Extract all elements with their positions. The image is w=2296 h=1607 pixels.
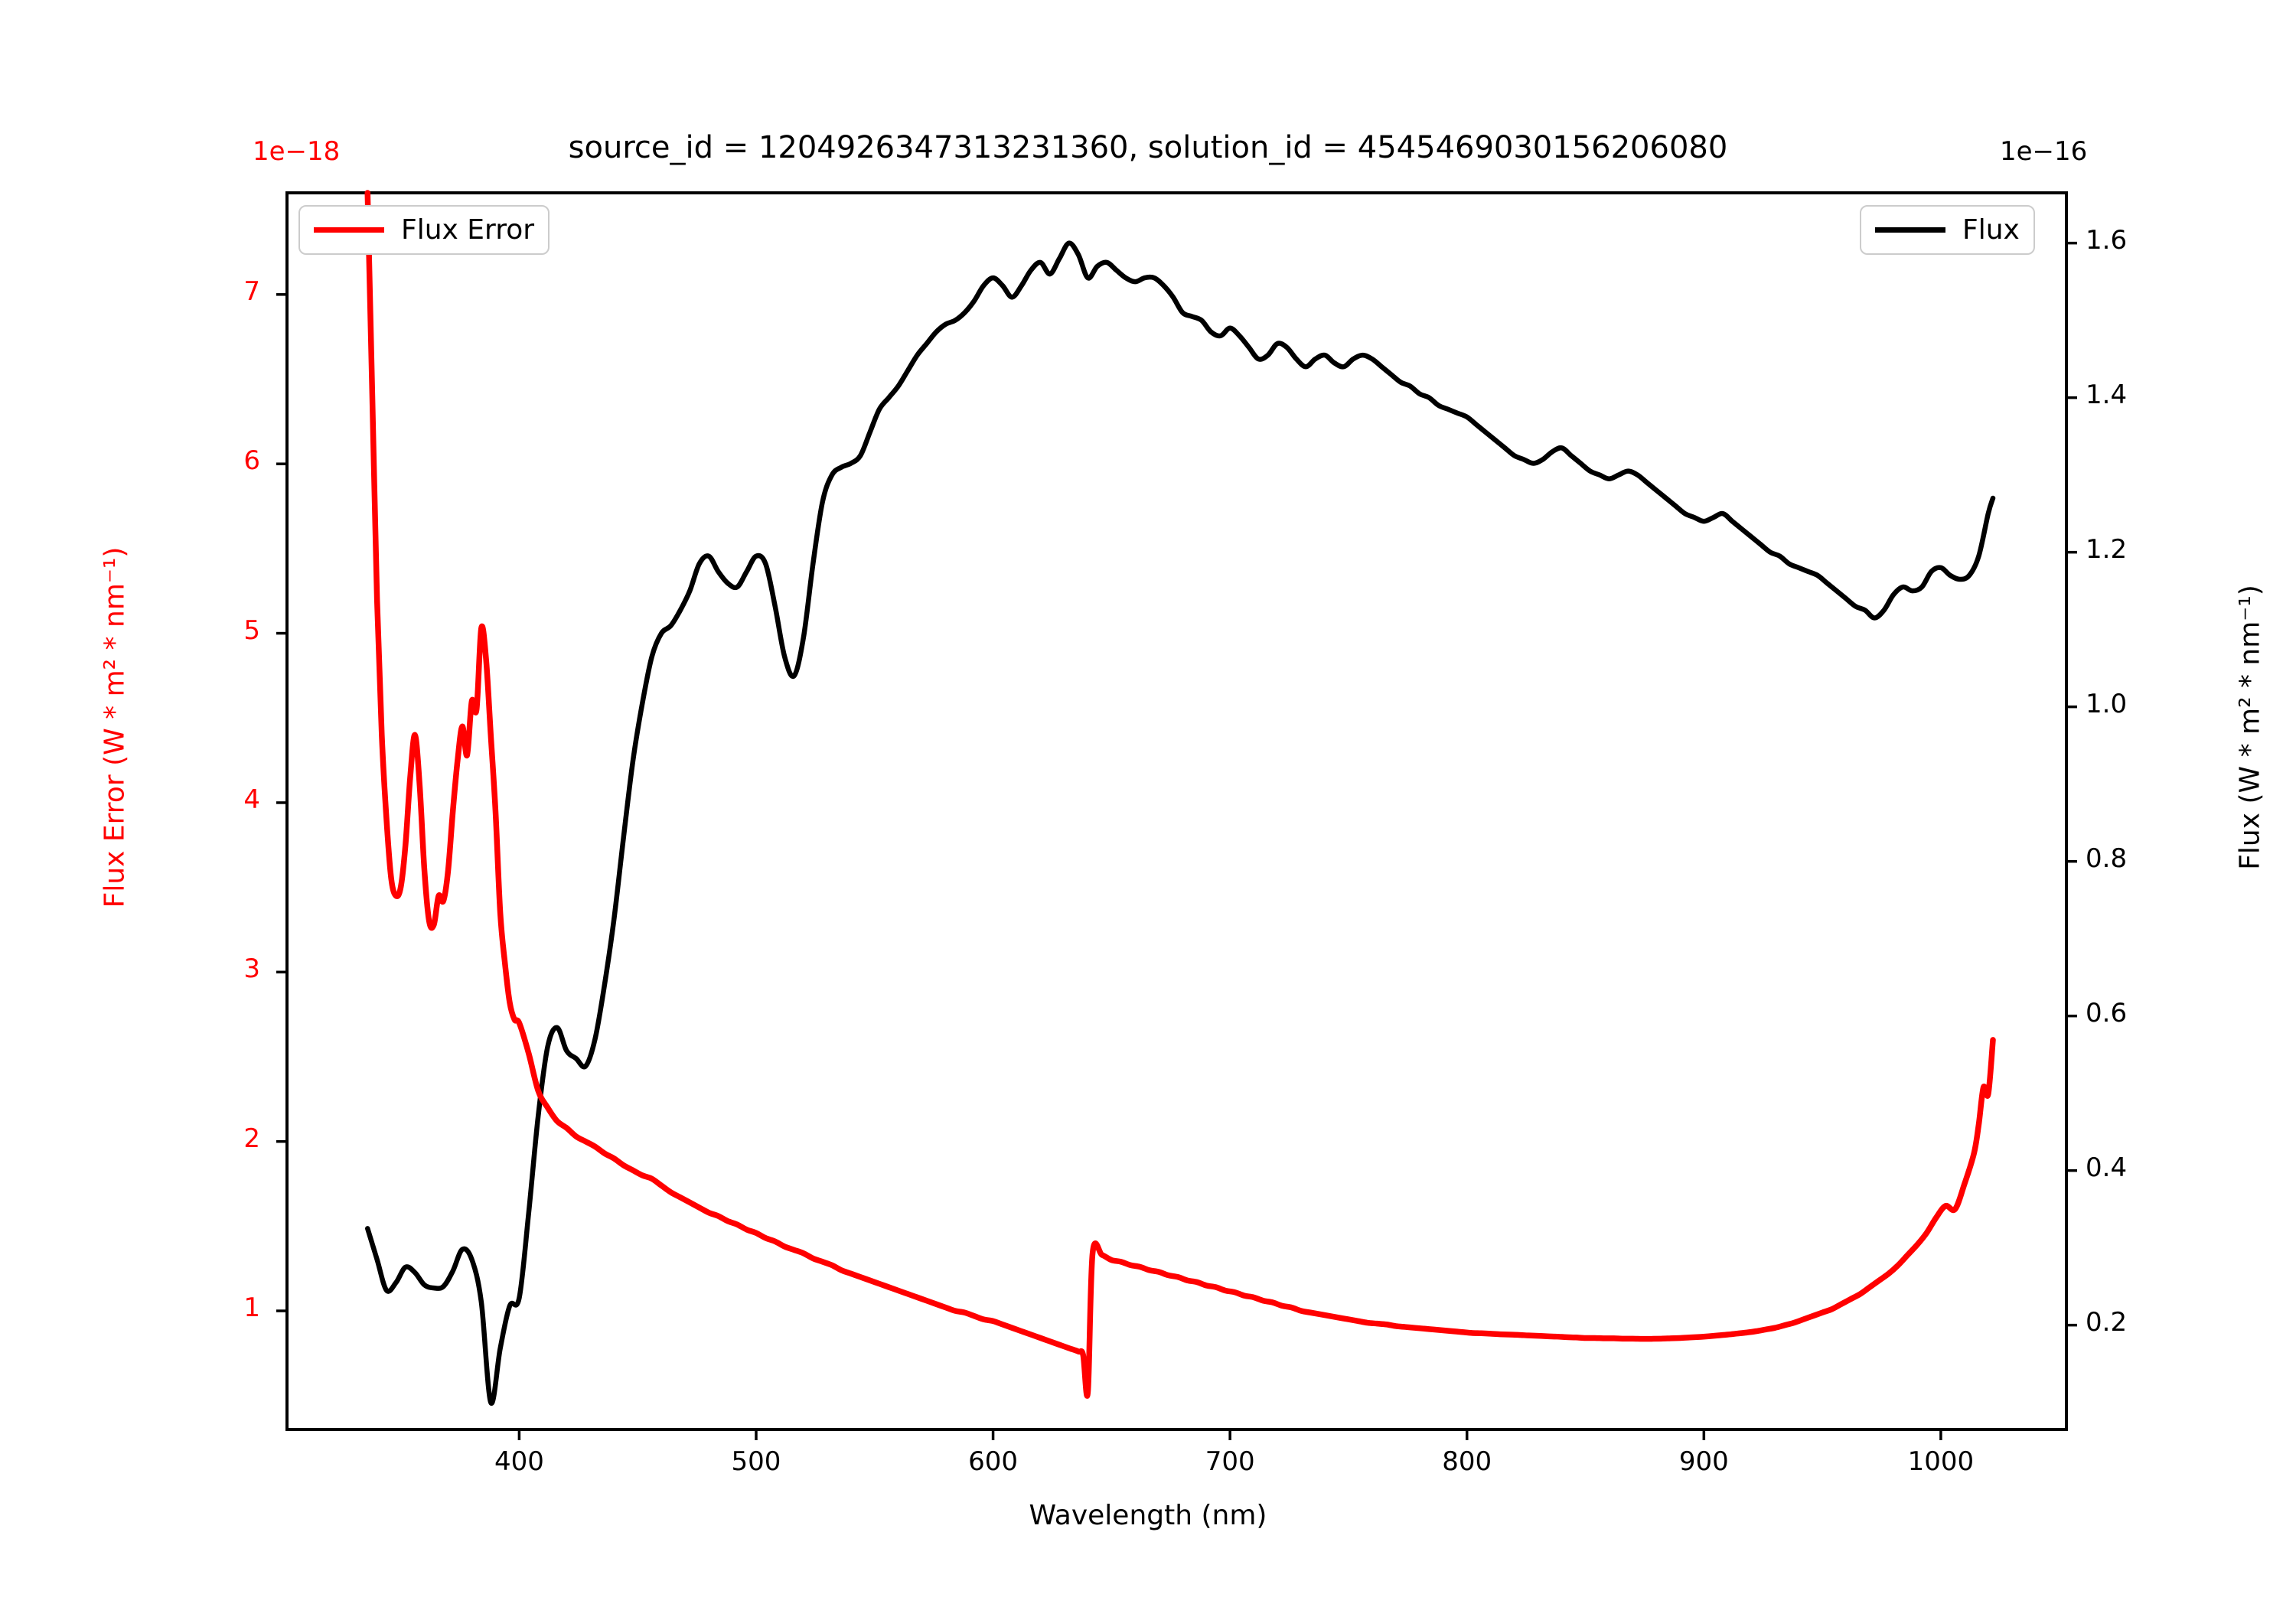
page-title: source_id = 1204926347313231360, solutio… xyxy=(568,130,1728,165)
x-tick-label: 700 xyxy=(1205,1446,1255,1477)
left-tick-label: 3 xyxy=(243,953,260,985)
right-tick-label: 1.2 xyxy=(2086,533,2128,565)
right-axis-title: Flux (W * m² * nm⁻¹) xyxy=(2234,585,2266,870)
right-tick-label: 0.6 xyxy=(2086,997,2128,1028)
flux-error-line xyxy=(364,190,1996,1399)
left-tick-label: 7 xyxy=(243,275,260,307)
legend-label-flux-error: Flux Error xyxy=(401,214,535,246)
left-axis-offset-label: 1e−18 xyxy=(253,136,341,167)
legend-swatch-flux xyxy=(1875,227,1945,233)
x-tick-label: 900 xyxy=(1678,1446,1729,1477)
x-tick-label: 1000 xyxy=(1907,1446,1975,1477)
right-axis-offset-label: 1e−16 xyxy=(2000,136,2088,167)
legend-swatch-flux-error xyxy=(314,227,384,233)
x-tick-label: 600 xyxy=(968,1446,1019,1477)
legend-flux-error[interactable]: Flux Error xyxy=(298,205,550,255)
axes-spines xyxy=(285,191,2068,1431)
right-tick-label: 1.0 xyxy=(2086,688,2128,719)
left-tick-label: 6 xyxy=(243,445,260,477)
left-tick-label: 4 xyxy=(243,784,260,815)
x-axis-title: Wavelength (nm) xyxy=(1029,1500,1267,1531)
x-tick-label: 400 xyxy=(494,1446,544,1477)
x-tick-label: 800 xyxy=(1442,1446,1492,1477)
right-tick-label: 1.4 xyxy=(2086,379,2128,410)
axis-tickmarks xyxy=(276,241,2077,1440)
left-tick-label: 2 xyxy=(243,1123,260,1154)
legend-label-flux: Flux xyxy=(1962,214,2020,246)
plot-background xyxy=(287,193,2066,1429)
right-tick-label: 0.8 xyxy=(2086,843,2128,874)
legend-flux[interactable]: Flux xyxy=(1860,205,2035,255)
right-tick-label: 0.4 xyxy=(2086,1152,2128,1183)
flux-line xyxy=(365,240,1996,1406)
left-tick-label: 5 xyxy=(243,614,260,646)
x-tick-label: 500 xyxy=(731,1446,781,1477)
left-axis-title: Flux Error (W * m² * nm⁻¹) xyxy=(99,546,131,908)
right-tick-label: 1.6 xyxy=(2086,224,2128,256)
right-tick-label: 0.2 xyxy=(2086,1306,2128,1338)
left-tick-label: 1 xyxy=(243,1292,260,1324)
